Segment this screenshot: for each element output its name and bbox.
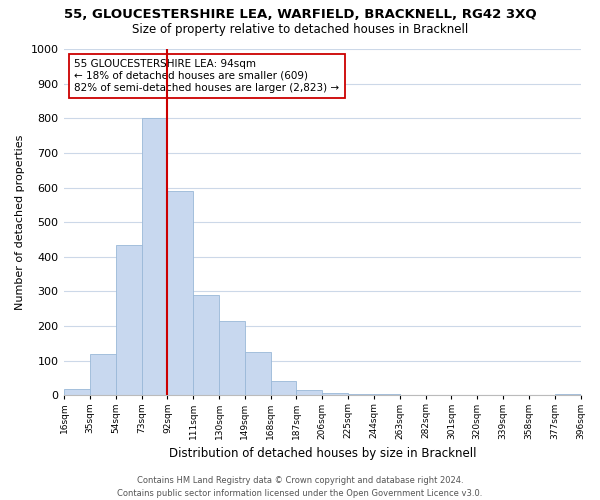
Bar xyxy=(322,392,348,396)
Text: 55 GLOUCESTERSHIRE LEA: 94sqm
← 18% of detached houses are smaller (609)
82% of : 55 GLOUCESTERSHIRE LEA: 94sqm ← 18% of d… xyxy=(74,60,340,92)
Bar xyxy=(554,394,581,396)
Text: Contains HM Land Registry data © Crown copyright and database right 2024.
Contai: Contains HM Land Registry data © Crown c… xyxy=(118,476,482,498)
Bar xyxy=(116,244,142,396)
Bar xyxy=(271,382,296,396)
Bar xyxy=(245,352,271,396)
Bar xyxy=(374,394,400,396)
Bar xyxy=(348,394,374,396)
Y-axis label: Number of detached properties: Number of detached properties xyxy=(15,134,25,310)
Bar xyxy=(167,191,193,396)
X-axis label: Distribution of detached houses by size in Bracknell: Distribution of detached houses by size … xyxy=(169,447,476,460)
Bar xyxy=(400,394,425,396)
Bar xyxy=(90,354,116,396)
Bar xyxy=(296,390,322,396)
Bar xyxy=(219,321,245,396)
Bar xyxy=(193,295,219,396)
Bar xyxy=(64,389,90,396)
Text: 55, GLOUCESTERSHIRE LEA, WARFIELD, BRACKNELL, RG42 3XQ: 55, GLOUCESTERSHIRE LEA, WARFIELD, BRACK… xyxy=(64,8,536,20)
Bar xyxy=(142,118,167,396)
Text: Size of property relative to detached houses in Bracknell: Size of property relative to detached ho… xyxy=(132,22,468,36)
